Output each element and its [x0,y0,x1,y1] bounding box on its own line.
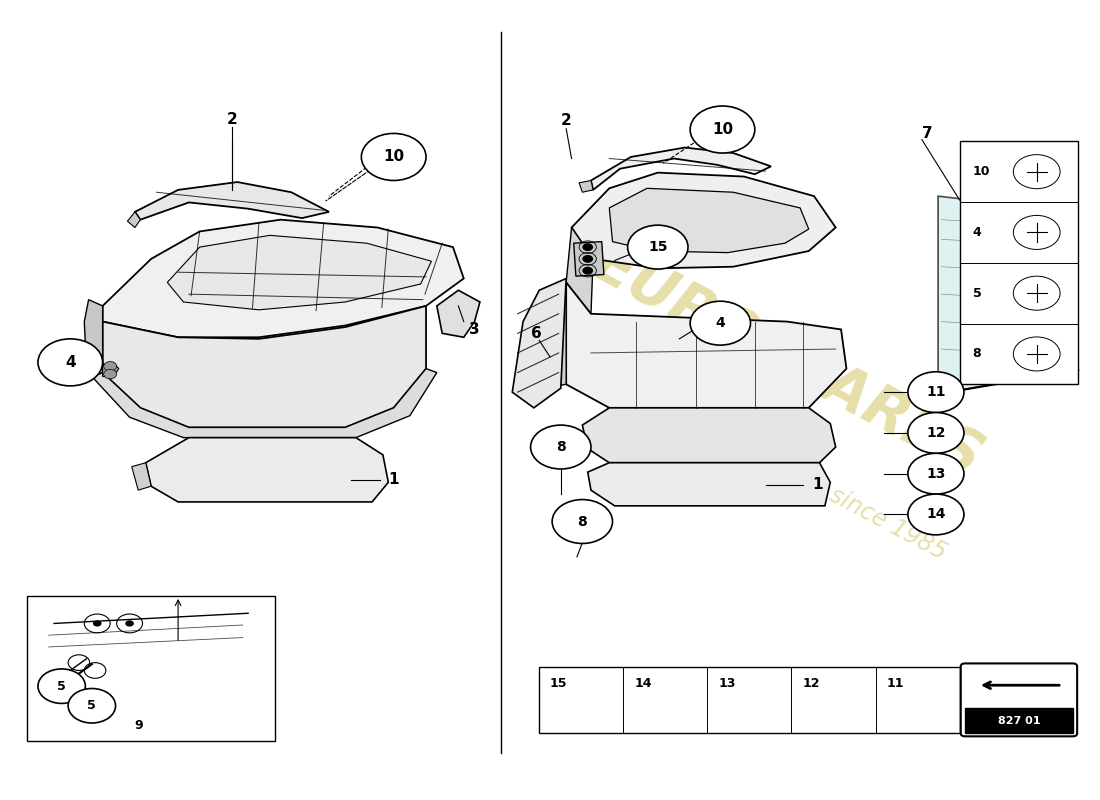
Text: 13: 13 [926,466,946,481]
FancyBboxPatch shape [539,666,959,733]
Text: 1: 1 [388,473,399,487]
Text: 4: 4 [972,226,981,239]
Polygon shape [91,369,437,438]
Polygon shape [587,462,830,506]
Text: 5: 5 [57,680,66,693]
Circle shape [103,370,117,379]
Polygon shape [582,408,836,462]
Polygon shape [128,212,141,227]
Text: 8: 8 [578,514,587,529]
Text: 827 01: 827 01 [998,715,1041,726]
Polygon shape [609,188,808,253]
Text: 14: 14 [926,507,946,522]
Polygon shape [938,196,1078,392]
Polygon shape [566,282,847,408]
Text: 12: 12 [802,677,820,690]
Polygon shape [513,278,566,408]
Circle shape [37,669,86,703]
Circle shape [690,106,755,153]
Text: 9: 9 [134,719,143,732]
Circle shape [908,454,964,494]
Text: EUROSPARES: EUROSPARES [583,234,992,488]
Text: 1: 1 [812,477,823,492]
Text: 3: 3 [470,322,480,337]
Text: 4: 4 [715,316,725,330]
Text: 2: 2 [227,112,238,127]
Text: 8: 8 [556,440,565,454]
Polygon shape [102,362,119,377]
FancyBboxPatch shape [959,142,1078,384]
Text: 11: 11 [887,677,904,690]
Circle shape [690,302,750,345]
Circle shape [552,499,613,543]
Circle shape [582,255,593,262]
Text: 12: 12 [926,426,946,440]
Circle shape [908,413,964,454]
FancyBboxPatch shape [965,708,1072,733]
Text: 4: 4 [65,355,76,370]
Text: 15: 15 [648,240,668,254]
Polygon shape [167,235,431,310]
Polygon shape [579,181,593,192]
Circle shape [530,425,591,469]
Polygon shape [552,282,567,386]
Text: 5: 5 [88,699,96,712]
Circle shape [582,266,593,274]
Circle shape [908,494,964,535]
Text: 2: 2 [561,114,572,128]
Polygon shape [102,220,464,338]
Polygon shape [566,227,593,314]
Text: a passion for parts since 1985: a passion for parts since 1985 [624,376,950,565]
Polygon shape [572,173,836,268]
Polygon shape [574,242,604,276]
Polygon shape [135,182,329,220]
Text: 7: 7 [922,126,933,141]
Text: 10: 10 [712,122,733,137]
Circle shape [361,134,426,181]
Text: 6: 6 [530,326,541,341]
Circle shape [68,689,116,723]
Circle shape [125,620,134,626]
Circle shape [908,372,964,413]
Text: 8: 8 [972,347,981,361]
Polygon shape [145,438,388,502]
Text: 10: 10 [383,150,405,165]
Polygon shape [437,290,480,338]
Circle shape [37,339,102,386]
Text: 15: 15 [550,677,568,690]
Polygon shape [132,462,151,490]
Polygon shape [85,300,102,377]
Text: 5: 5 [972,286,981,300]
Circle shape [103,362,117,371]
Circle shape [582,243,593,251]
Circle shape [628,225,688,269]
Text: 13: 13 [718,677,736,690]
Polygon shape [591,147,771,190]
Text: 11: 11 [926,385,946,399]
Text: 14: 14 [634,677,651,690]
Polygon shape [102,306,426,427]
Text: 10: 10 [972,165,990,178]
Circle shape [92,620,101,626]
